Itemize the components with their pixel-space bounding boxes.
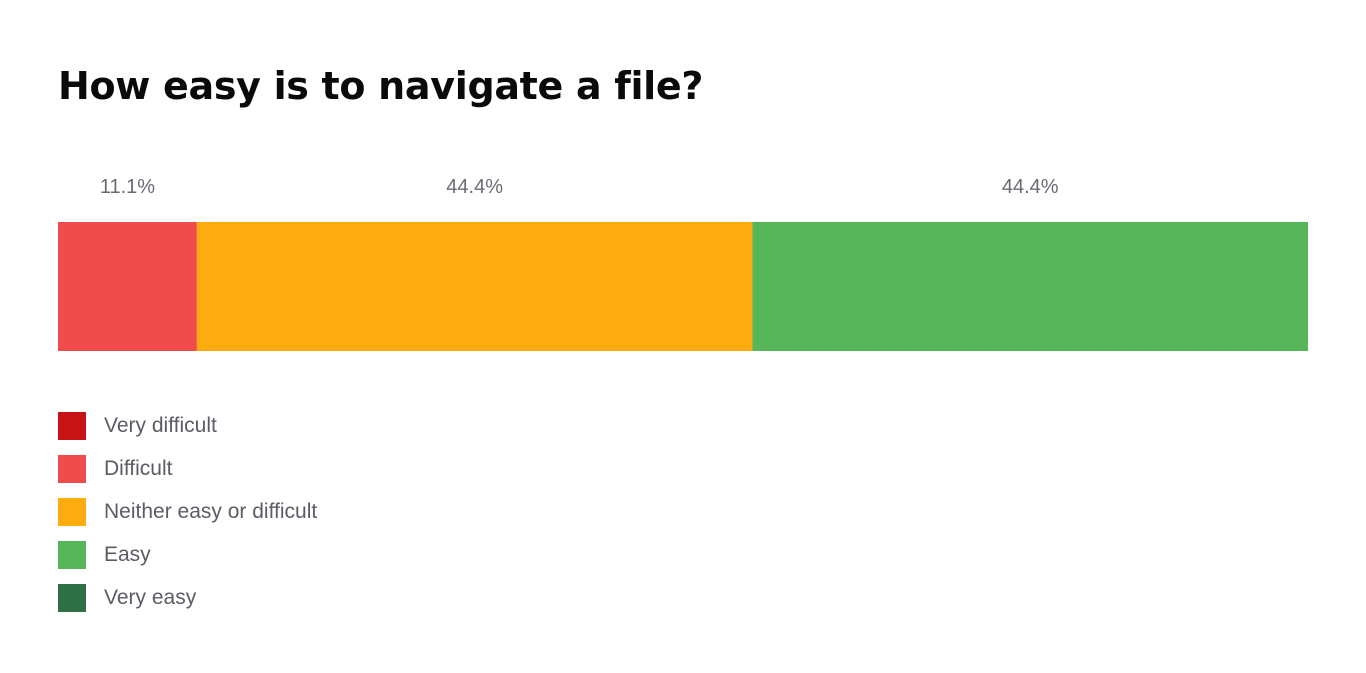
legend-swatch [58,412,86,440]
bar-segment-easy [752,222,1308,351]
value-label-difficult: 11.1% [100,176,155,198]
value-label-easy: 44.4% [1002,176,1059,198]
legend-label: Difficult [104,457,173,480]
legend-item-very-easy: Very easy [58,584,317,612]
stacked-bar [58,222,1308,351]
legend-label: Neither easy or difficult [104,500,318,523]
legend-label: Very easy [104,586,197,609]
legend-swatch [58,498,86,526]
legend-item-neither: Neither easy or difficult [58,498,317,526]
legend-swatch [58,584,86,612]
legend: Very difficult Difficult Neither easy or… [58,412,317,627]
legend-swatch [58,455,86,483]
legend-item-easy: Easy [58,541,317,569]
bar-segment-neither-easy-or-difficult [196,222,753,351]
legend-item-very-difficult: Very difficult [58,412,317,440]
chart-title: How easy is to navigate a file? [58,64,704,108]
legend-label: Very difficult [104,414,217,437]
legend-item-difficult: Difficult [58,455,317,483]
bar-segment-difficult [58,222,197,351]
legend-swatch [58,541,86,569]
value-labels: 11.1% 44.4% 44.4% [100,176,1059,198]
value-label-neither-easy-or-difficult: 44.4% [446,176,503,198]
legend-label: Easy [104,543,151,566]
